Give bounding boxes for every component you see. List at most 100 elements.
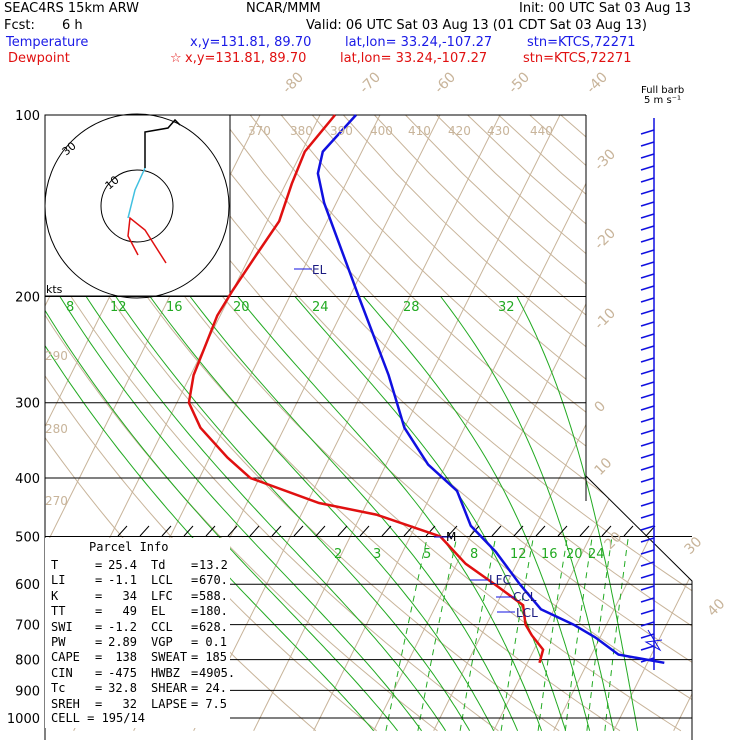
parcel-cell-value: 7.5: [205, 696, 227, 711]
isotherm-label: 0: [592, 398, 610, 416]
wind-barb: [640, 261, 655, 267]
wind-barb: [640, 393, 655, 399]
wind-barb: [640, 297, 655, 303]
hatch-mark: [161, 525, 172, 537]
hatch-mark: [381, 525, 392, 537]
pressure-label: 1000: [7, 712, 40, 727]
wind-barb: [640, 129, 655, 135]
hodograph-trace-mid: [127, 167, 146, 219]
hatch-mark: [491, 525, 502, 537]
wind-barb: [640, 477, 655, 483]
hodograph-frame: [44, 114, 231, 297]
wind-barb: [640, 237, 655, 243]
org-label: NCAR/MMM: [246, 1, 321, 16]
theta-label: 380: [290, 124, 313, 138]
parcel-cell-value: 49: [122, 604, 137, 619]
wind-barb: [640, 213, 655, 219]
isotherm-line: [193, 115, 515, 731]
theta-label: 440: [530, 124, 553, 138]
hatch-mark: [271, 525, 282, 537]
hodograph-trace-high: [144, 118, 181, 168]
parcel-cell-value: CCL: [151, 619, 173, 634]
mixing-ratio-label: 20: [566, 547, 583, 562]
theta-e-label: 8: [66, 300, 74, 315]
parcel-cell-value: SREH: [51, 696, 80, 711]
level-label-m: M: [446, 530, 456, 544]
parcel-cell-value: 34: [122, 588, 137, 603]
hatch-mark: [205, 525, 216, 537]
level-label-el: EL: [312, 263, 327, 277]
wind-barb: [640, 501, 655, 507]
parcel-cell-value: =: [191, 588, 199, 603]
moist-adiabat-line: [237, 296, 543, 731]
hatch-mark: [249, 525, 260, 537]
fcst-label: Fcst:: [4, 18, 35, 33]
dry-adiabat-line: [311, 115, 692, 732]
parcel-cell-value: 628.: [199, 619, 228, 634]
temperature-profile: [316, 114, 665, 665]
hatch-mark: [513, 525, 524, 537]
theta-label: 430: [487, 124, 510, 138]
isotherm-label: 40: [705, 596, 729, 620]
parcel-cell-value: =: [95, 635, 103, 649]
mixing-ratio-label: 16: [541, 547, 558, 562]
hatch-mark: [117, 525, 128, 537]
dry-adiabat-line: [467, 115, 692, 732]
pressure-label: 400: [15, 472, 40, 487]
isotherm-line: [553, 115, 692, 731]
wind-barb: [644, 629, 663, 652]
parcel-cell-value: =: [95, 588, 103, 603]
moist-adiabat-line: [149, 296, 495, 732]
wind-barb: [640, 165, 655, 171]
hatch-mark: [293, 525, 304, 537]
wind-barb: [640, 537, 655, 543]
hatch-mark: [447, 525, 458, 537]
mixing-ratio-line: [564, 536, 593, 731]
parcel-cell-value: =: [191, 696, 199, 711]
level-label-ccl: CCL: [513, 590, 537, 604]
pressure-label: 600: [15, 578, 40, 593]
mixing-ratio-line: [537, 536, 568, 731]
wind-barb: [640, 453, 655, 459]
mixing-ratio-line: [604, 536, 629, 731]
level-label-lfc: LFC: [489, 573, 511, 587]
isotherm-label: -30: [592, 146, 619, 173]
isotherm-label: -80: [280, 69, 307, 96]
mixing-ratio-line: [586, 536, 613, 731]
dry-adiabat-line: [45, 115, 499, 732]
theta-e-label: 24: [312, 300, 329, 315]
temperature-latlon: lat,lon= 33.24,-107.27: [345, 35, 493, 50]
parcel-cell-value: LI: [51, 573, 66, 588]
isotherm-label: -40: [584, 69, 611, 96]
temperature-station: stn=KTCS,72271: [527, 35, 636, 50]
parcel-cell-value: SWEAT: [151, 650, 188, 665]
wind-barb: [640, 333, 655, 339]
isotherm-label: -20: [592, 225, 619, 252]
parcel-cell-value: =: [191, 650, 199, 665]
parcel-cell-value: CAPE: [51, 650, 80, 665]
moist-adiabat-line: [440, 296, 615, 731]
isotherm-label: -60: [432, 69, 459, 96]
parcel-cell: CELL = 195/14: [51, 711, 145, 725]
dewpoint-star: ☆: [170, 51, 182, 66]
temperature-label: Temperature: [6, 35, 89, 50]
parcel-cell-value: PW: [51, 635, 66, 649]
parcel-cell-value: =: [95, 665, 103, 680]
temperature-xy: x,y=131.81, 89.70: [190, 35, 312, 50]
parcel-cell-value: =: [191, 635, 199, 649]
dry-adiabat-line: [529, 115, 692, 732]
parcel-cell-value: LCL: [151, 573, 173, 588]
wind-barb: [640, 513, 655, 519]
fcst-value: 6 h: [62, 18, 83, 33]
dewpoint-label: Dewpoint: [8, 51, 70, 66]
parcel-cell-value: Tc: [51, 681, 66, 696]
dry-adiabat-line: [63, 115, 682, 732]
wind-barbs: [640, 118, 663, 670]
hatch-mark: [183, 525, 194, 537]
wind-barb: [640, 597, 655, 603]
theta-label: 290: [45, 349, 68, 363]
wind-barb: [640, 489, 655, 495]
theta-label: 370: [248, 124, 271, 138]
hodograph-units: kts: [46, 283, 63, 296]
pressure-label: 800: [15, 654, 40, 669]
